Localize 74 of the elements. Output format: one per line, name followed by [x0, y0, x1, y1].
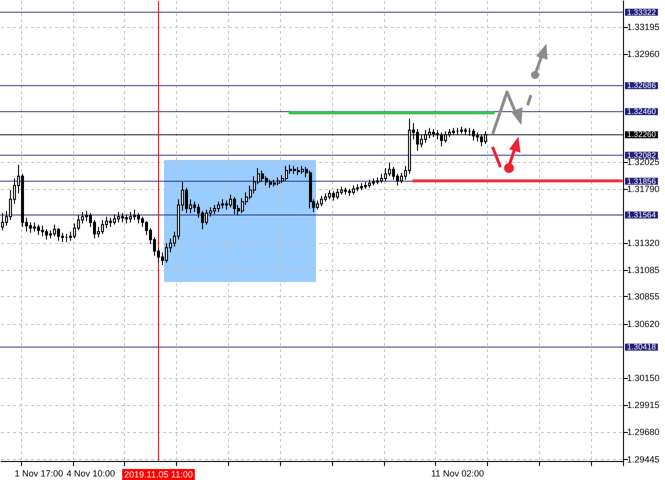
candlestick	[101, 220, 104, 234]
candlestick	[213, 204, 216, 215]
candlestick	[129, 211, 132, 223]
candlestick	[328, 190, 331, 200]
x-tick-label: 2019.11.05 11:00	[124, 470, 193, 480]
candlestick	[269, 179, 272, 188]
candlestick	[261, 170, 264, 183]
candlestick	[109, 217, 112, 228]
candlestick	[29, 222, 32, 234]
candlestick	[277, 176, 280, 186]
x-tick-label: 11 Nov 02:00	[431, 468, 484, 478]
candlestick	[324, 193, 327, 202]
candlestick	[376, 176, 379, 185]
candlestick	[165, 242, 168, 264]
candlestick	[121, 212, 124, 223]
ref-line-label: 1.32260	[627, 130, 656, 140]
y-tick-label: 1.31790	[627, 184, 660, 194]
candlestick	[53, 224, 56, 237]
candlestick	[293, 165, 296, 174]
y-tick-label: 1.29445	[627, 454, 660, 464]
candlestick	[316, 200, 319, 210]
candlestick	[37, 224, 40, 236]
ref-line-label: 1.32082	[627, 150, 656, 160]
ref-line-label: 1.33322	[627, 8, 656, 17]
candlestick	[61, 232, 64, 242]
candlestick	[137, 212, 140, 224]
candlestick	[65, 233, 68, 242]
candlestick	[285, 165, 288, 182]
ref-line-label: 1.30418	[627, 342, 656, 352]
candlestick	[368, 179, 371, 188]
x-tick-label: 4 Nov 10:00	[66, 468, 115, 478]
y-tick-label: 1.31320	[627, 238, 660, 248]
candlestick	[336, 188, 339, 200]
candlestick	[388, 162, 391, 177]
candlestick	[41, 225, 44, 237]
candlestick	[33, 222, 36, 232]
y-tick-label: 1.30855	[627, 292, 660, 302]
candlestick	[348, 188, 351, 196]
candlestick	[372, 178, 375, 186]
candlestick	[273, 179, 276, 188]
y-tick-label: 1.32960	[627, 49, 660, 60]
candlestick	[309, 170, 312, 210]
candlestick	[332, 190, 335, 201]
candlestick	[221, 198, 224, 210]
candlestick	[205, 209, 208, 226]
ref-line-label: 1.32460	[627, 107, 656, 116]
candlestick	[320, 195, 323, 207]
candlestick	[360, 182, 363, 191]
candlestick	[117, 211, 120, 223]
candlestick	[301, 165, 304, 174]
candlestick	[217, 201, 220, 212]
candlestick	[356, 184, 359, 192]
candlestick	[233, 196, 236, 215]
ref-line-label: 1.32686	[627, 81, 656, 90]
y-tick-label: 1.29915	[627, 400, 660, 410]
candlestick	[113, 214, 116, 226]
candlestick	[352, 184, 355, 196]
candlestick	[45, 228, 48, 240]
candlestick	[364, 182, 367, 190]
candlestick	[133, 209, 136, 221]
y-tick-label: 1.33195	[627, 22, 660, 32]
y-tick-label: 1.31085	[627, 265, 660, 276]
candlestick	[297, 166, 300, 176]
candlestick	[344, 187, 347, 196]
x-tick-label: 1 Nov 17:00	[14, 468, 64, 478]
candlestick	[1, 212, 4, 231]
candlestick	[340, 186, 343, 196]
y-tick-label: 1.29680	[627, 427, 660, 438]
candlestick	[57, 228, 60, 242]
ref-line-label: 1.31856	[627, 176, 656, 186]
ref-line-label: 1.31564	[627, 210, 656, 220]
y-tick-label: 1.30150	[627, 372, 660, 383]
candlestick	[125, 214, 128, 224]
y-tick-label: 1.30620	[627, 318, 660, 329]
